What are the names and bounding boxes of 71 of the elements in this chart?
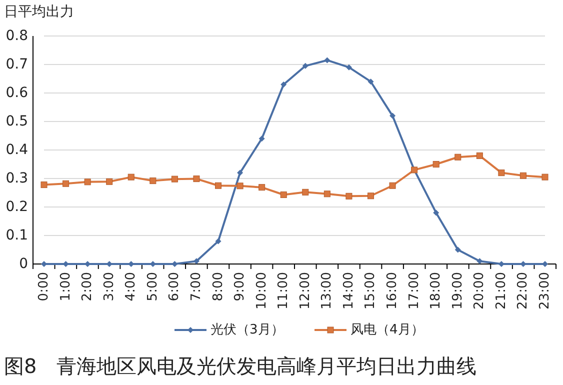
x-tick-label: 3:00 — [102, 272, 117, 302]
point — [215, 238, 222, 244]
point — [324, 57, 330, 64]
x-tick-label: 9:00 — [232, 272, 248, 302]
point — [215, 182, 222, 189]
point — [346, 64, 352, 70]
point — [367, 192, 374, 200]
y-tick-label: 0.3 — [6, 170, 28, 186]
point — [237, 170, 244, 176]
point — [542, 174, 548, 180]
point — [432, 161, 440, 168]
x-tick-label: 19:00 — [450, 272, 466, 310]
x-tick-label: 13:00 — [320, 272, 335, 310]
x-tick-label: 7:00 — [188, 272, 204, 302]
point — [236, 182, 244, 190]
point — [84, 178, 91, 186]
y-tick-label: 0.5 — [6, 114, 28, 130]
x-tick-label: 5:00 — [145, 272, 160, 302]
point — [62, 180, 70, 187]
x-tick-label: 18:00 — [428, 272, 444, 310]
point — [258, 184, 266, 191]
point — [280, 191, 287, 198]
legend-label: 光伏（3月） — [210, 322, 284, 338]
point — [389, 182, 396, 189]
point — [193, 176, 200, 182]
x-tick-label: 17:00 — [406, 272, 422, 310]
point — [40, 182, 48, 188]
y-tick-label: 0.1 — [6, 228, 28, 244]
point — [280, 81, 287, 88]
x-tick-label: 20:00 — [472, 272, 488, 310]
point — [368, 78, 374, 85]
x-tick-label: 1:00 — [58, 272, 74, 302]
text: 图8 青海地区风电及光伏发电高峰月平均日出力曲线 — [4, 354, 477, 378]
y-tick-label: 0.8 — [6, 28, 28, 44]
point — [433, 210, 440, 216]
x-tick-label: 8:00 — [210, 272, 226, 302]
y-tick-label: 0 — [19, 256, 28, 272]
point — [454, 246, 461, 253]
point — [390, 112, 396, 119]
point — [258, 136, 265, 142]
legend-label: 风电（4月） — [350, 322, 424, 338]
point — [150, 178, 156, 184]
x-tick-label: 14:00 — [341, 272, 356, 310]
point — [106, 178, 113, 185]
y-tick-label: 0.7 — [6, 56, 28, 72]
x-tick-label: 23:00 — [538, 272, 552, 310]
point — [128, 174, 134, 180]
x-tick-label: 0:00 — [36, 272, 52, 302]
point — [520, 172, 526, 179]
y-axis-title: 日平均出力 — [4, 4, 74, 20]
x-tick-label: 2:00 — [80, 272, 96, 302]
x-tick-label: 12:00 — [298, 272, 313, 310]
x-tick-label: 4:00 — [124, 272, 139, 302]
x-tick-label: 16:00 — [385, 272, 400, 310]
x-tick-label: 11:00 — [276, 272, 292, 310]
x-tick-label: 10:00 — [254, 272, 270, 310]
y-tick-label: 0.4 — [6, 142, 28, 158]
point — [476, 152, 483, 159]
x-tick-label: 21:00 — [494, 272, 509, 310]
point — [302, 62, 308, 69]
y-tick-label: 0.2 — [6, 199, 28, 215]
point — [454, 154, 462, 160]
point — [171, 176, 178, 182]
x-tick-label: 22:00 — [516, 272, 531, 310]
x-tick-label: 15:00 — [363, 272, 378, 310]
point — [498, 170, 505, 176]
point — [302, 188, 309, 196]
y-tick-label: 0.6 — [6, 85, 28, 101]
x-tick-label: 6:00 — [167, 272, 182, 302]
point — [346, 192, 352, 200]
point — [324, 190, 330, 198]
